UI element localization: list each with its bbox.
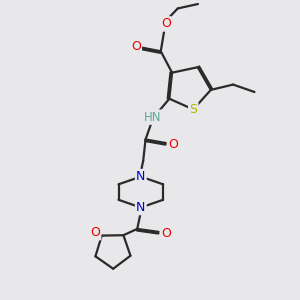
Text: O: O	[131, 40, 141, 53]
Text: N: N	[136, 170, 146, 183]
Text: HN: HN	[144, 111, 162, 124]
Text: N: N	[136, 201, 146, 214]
Text: O: O	[168, 138, 178, 151]
Text: O: O	[90, 226, 100, 239]
Text: S: S	[189, 103, 197, 116]
Text: O: O	[161, 17, 171, 30]
Text: O: O	[161, 227, 171, 240]
